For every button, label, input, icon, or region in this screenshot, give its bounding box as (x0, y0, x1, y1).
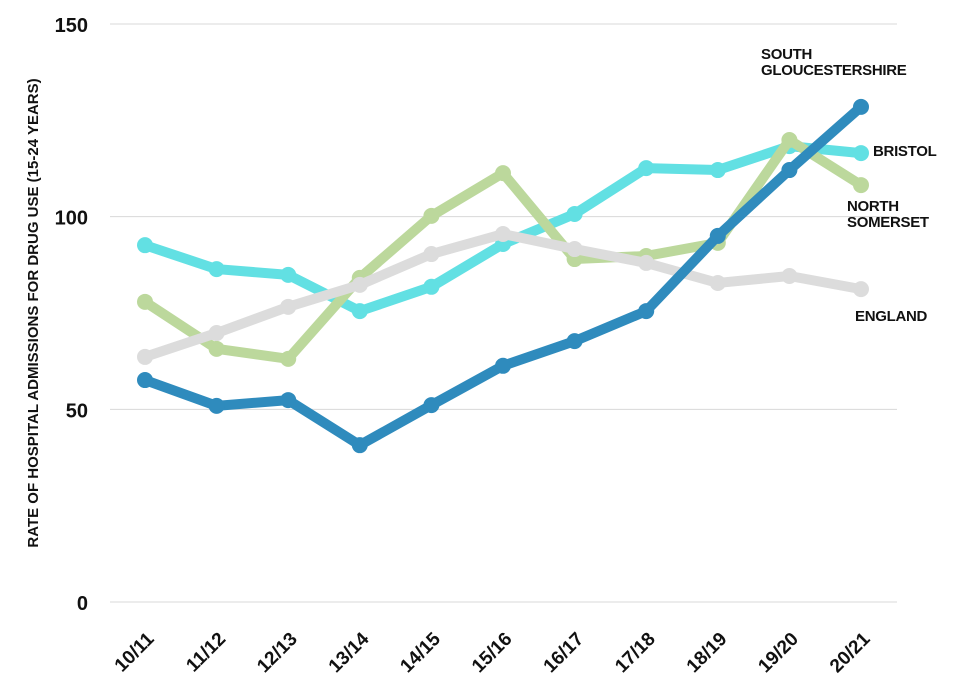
data-point (781, 162, 798, 179)
series-label: NORTH SOMERSET (847, 198, 929, 232)
data-point (709, 227, 726, 244)
data-point (351, 437, 368, 454)
data-point (781, 131, 798, 148)
data-point (566, 333, 583, 350)
data-point (351, 276, 368, 293)
data-point (781, 268, 798, 285)
data-point (423, 278, 440, 295)
data-point (853, 145, 869, 162)
data-point (566, 205, 583, 222)
data-point (137, 293, 153, 310)
data-point (423, 397, 440, 414)
y-axis-title: RATE OF HOSPITAL ADMISSIONS FOR DRUG USE… (25, 78, 42, 547)
y-tick-label: 150 (55, 15, 88, 37)
data-point (280, 350, 297, 367)
x-tick-label: 16/17 (540, 629, 588, 677)
x-tick-label: 17/18 (611, 629, 659, 677)
data-point (280, 266, 297, 283)
y-tick-label: 0 (77, 593, 88, 615)
data-point (853, 177, 869, 194)
data-point (280, 298, 297, 315)
data-point (137, 348, 153, 365)
data-point (137, 372, 153, 389)
data-point (495, 357, 511, 374)
data-point (208, 325, 225, 342)
data-point (853, 98, 869, 115)
data-point (423, 246, 440, 263)
data-point (137, 237, 153, 254)
x-tick-label: 14/15 (396, 628, 445, 677)
data-point (566, 241, 583, 258)
data-point (495, 226, 511, 243)
data-point (351, 303, 368, 320)
y-tick-label: 100 (55, 208, 88, 230)
data-point (638, 160, 655, 177)
series-label: BRISTOL (873, 143, 937, 161)
x-tick-label: 18/19 (683, 629, 731, 677)
series-label: SOUTH GLOUCESTERSHIRE (761, 45, 907, 79)
data-point (280, 392, 297, 409)
data-point (208, 261, 225, 278)
data-point (208, 397, 225, 414)
data-point (853, 281, 869, 298)
data-point (495, 165, 511, 182)
x-tick-label: 11/12 (182, 629, 230, 677)
x-tick-label: 10/11 (111, 628, 159, 676)
data-point (638, 254, 655, 271)
data-point (208, 340, 225, 357)
y-tick-label: 50 (66, 400, 88, 422)
x-tick-label: 13/14 (325, 628, 374, 677)
x-tick-label: 19/20 (754, 629, 802, 677)
data-point (638, 303, 655, 320)
series-label: ENGLAND (855, 308, 928, 326)
data-point (709, 274, 726, 291)
x-tick-label: 12/13 (253, 629, 301, 677)
series-line (143, 229, 862, 362)
data-point (423, 207, 440, 224)
x-tick-label: 15/16 (468, 629, 516, 677)
data-point (709, 162, 726, 179)
x-tick-label: 20/21 (826, 628, 875, 677)
